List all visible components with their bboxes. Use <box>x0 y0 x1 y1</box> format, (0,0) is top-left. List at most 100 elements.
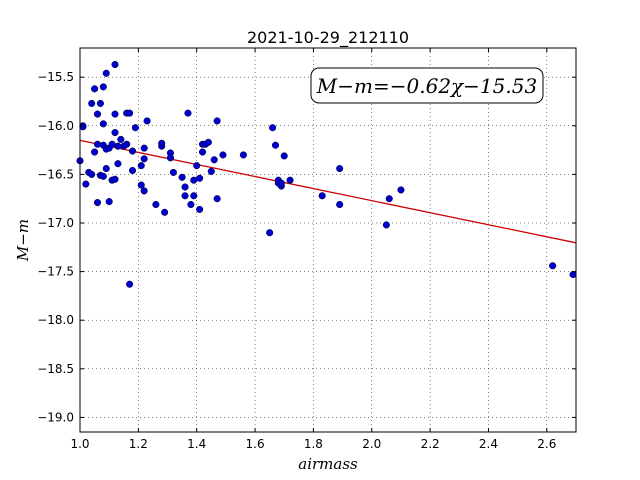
data-point <box>213 195 221 203</box>
data-point <box>271 141 280 149</box>
x-axis: 1.0 1.2 1.4 1.6 1.8 2.0 2.2 2.4 2.6 <box>70 48 556 451</box>
data-point <box>336 164 344 173</box>
data-point <box>178 173 186 181</box>
data-point <box>88 99 96 107</box>
x-tick-label: 1.2 <box>129 437 148 451</box>
data-point <box>111 110 119 118</box>
y-tick-label: −18.0 <box>37 313 74 327</box>
data-point <box>210 156 218 164</box>
y-axis: −15.5 −16.0 −16.5 −17.0 −17.5 −18.0 −18.5 −19.0 <box>37 70 576 424</box>
data-point <box>166 154 174 162</box>
data-point <box>105 198 113 206</box>
data-point <box>198 148 207 156</box>
data-point <box>193 162 201 170</box>
data-point <box>88 170 96 178</box>
data-point <box>126 280 134 288</box>
data-point <box>158 139 166 147</box>
data-point <box>128 166 137 175</box>
data-point <box>190 192 198 200</box>
y-tick-label: −16.0 <box>37 119 74 133</box>
data-point <box>99 172 107 180</box>
x-tick-label: 2.4 <box>479 437 498 451</box>
data-point <box>207 167 215 176</box>
data-point <box>161 208 169 216</box>
x-tick-label: 1.6 <box>246 437 265 451</box>
annotation-box <box>310 67 544 104</box>
data-point <box>318 192 326 200</box>
data-point <box>140 155 148 163</box>
plot-area <box>80 48 576 432</box>
data-point <box>126 109 134 117</box>
y-tick-label: −16.5 <box>37 167 74 181</box>
data-points <box>76 60 577 288</box>
y-tick-label: −18.5 <box>37 362 74 376</box>
data-point <box>269 124 277 132</box>
data-point <box>79 123 87 131</box>
data-point <box>143 117 151 125</box>
data-point <box>336 200 344 209</box>
data-point <box>196 205 204 213</box>
data-point <box>213 117 221 125</box>
data-point <box>123 140 131 148</box>
data-point <box>114 160 122 168</box>
data-point <box>111 129 119 137</box>
x-tick-label: 2.2 <box>421 437 440 451</box>
data-point <box>102 69 110 77</box>
data-point <box>382 221 390 229</box>
fit-line <box>79 139 577 244</box>
x-tick-label: 2.0 <box>362 437 381 451</box>
data-point <box>99 120 107 128</box>
x-axis-label: airmass <box>298 455 358 473</box>
data-point <box>204 138 212 146</box>
data-point <box>169 168 177 176</box>
data-point <box>187 200 195 209</box>
data-point <box>196 174 204 182</box>
annotation-text: M−m=−0.62χ−15.53 <box>316 74 537 98</box>
y-tick-label: −19.0 <box>37 410 74 424</box>
data-point <box>137 162 145 170</box>
y-axis-label: M−m <box>14 219 32 262</box>
data-point <box>93 110 102 118</box>
data-point <box>111 175 119 183</box>
data-point <box>128 147 137 155</box>
data-point <box>181 192 189 200</box>
data-point <box>96 99 104 107</box>
data-point <box>99 83 107 91</box>
data-point <box>91 148 99 156</box>
data-point <box>397 186 405 194</box>
fit-annotation: M−m=−0.62χ−15.53 <box>310 67 544 104</box>
data-point <box>569 270 577 279</box>
data-point <box>549 262 557 270</box>
data-point <box>93 199 102 207</box>
data-point <box>385 195 393 203</box>
y-tick-label: −17.5 <box>37 265 74 279</box>
data-point <box>266 229 274 237</box>
data-point <box>152 200 160 209</box>
data-point <box>93 140 102 148</box>
data-point <box>82 180 90 188</box>
y-tick-label: −17.0 <box>37 216 74 230</box>
data-point <box>111 60 119 69</box>
chart-title: 2021-10-29_212110 <box>247 28 409 48</box>
data-point <box>140 187 148 195</box>
data-point <box>184 109 192 117</box>
data-point <box>239 151 247 159</box>
data-point <box>277 179 285 187</box>
data-point <box>219 151 227 159</box>
data-point <box>181 183 189 191</box>
data-point <box>117 135 125 143</box>
x-tick-label: 1.4 <box>187 437 206 451</box>
data-point <box>131 124 139 132</box>
data-point <box>102 164 110 173</box>
data-point <box>91 85 99 93</box>
data-point <box>140 144 148 152</box>
plot-frame <box>79 47 577 433</box>
data-point <box>137 181 145 189</box>
x-tick-label: 2.6 <box>537 437 556 451</box>
x-tick-label: 1.8 <box>304 437 323 451</box>
x-tick-label: 1.0 <box>70 437 89 451</box>
data-point <box>286 176 294 184</box>
fit-layer <box>79 139 577 244</box>
data-point <box>280 152 288 160</box>
